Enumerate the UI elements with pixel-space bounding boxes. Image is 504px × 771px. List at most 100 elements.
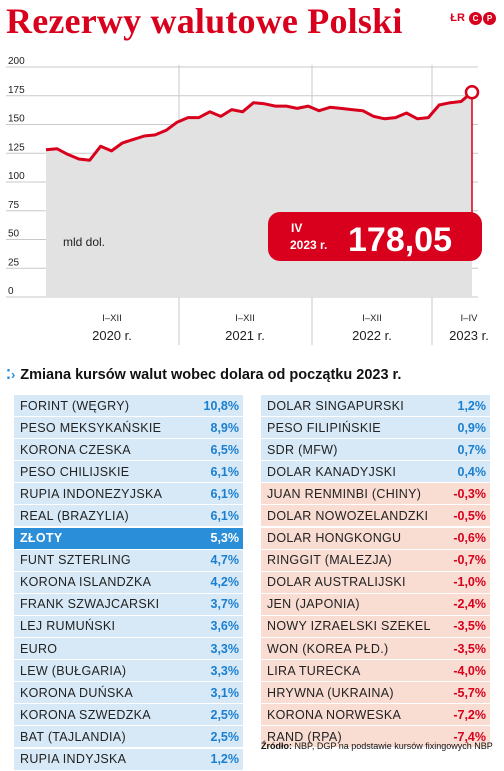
currency-change: -0,5% bbox=[453, 509, 486, 523]
currency-row: Juan renminbi (Chiny)-0,3% bbox=[261, 483, 490, 504]
currency-change: -4,0% bbox=[453, 664, 486, 678]
currency-name: Rupia indonezyjska bbox=[20, 487, 162, 501]
currency-name: Dolar nowozelandzki bbox=[267, 509, 428, 523]
y-tick-label: 150 bbox=[8, 114, 25, 125]
currency-name: Korona norweska bbox=[267, 708, 401, 722]
currency-row: Dolar nowozelandzki -0,5% bbox=[261, 505, 490, 526]
currency-name: Peso filipińskie bbox=[267, 421, 381, 435]
y-tick-label: 125 bbox=[8, 142, 25, 153]
x-tick-label: I–IV bbox=[461, 313, 479, 324]
x-tick-year: 2020 r. bbox=[92, 328, 132, 343]
currency-row: Euro 3,3% bbox=[14, 638, 243, 659]
currency-row: Korona duńska 3,1% bbox=[14, 682, 243, 703]
y-tick-label: 0 bbox=[8, 286, 14, 297]
currency-change: 4,7% bbox=[211, 553, 240, 567]
currency-row: Dolar hongkongu -0,6% bbox=[261, 528, 490, 549]
currency-table-left: Forint (Węgry)10,8% Peso meksykańskie 8,9%… bbox=[14, 395, 243, 771]
currency-change: 1,2% bbox=[211, 752, 240, 766]
currency-row: Złoty5,3% bbox=[14, 528, 243, 549]
currency-change: -1,0% bbox=[453, 575, 486, 589]
currency-name: Dolar australijski bbox=[267, 575, 406, 589]
currency-row: SDR (MFW)0,7% bbox=[261, 439, 490, 460]
currency-change: 2,5% bbox=[211, 708, 240, 722]
currency-name: Funt szterling bbox=[20, 553, 131, 567]
currency-row: Bat (Tajlandia)2,5% bbox=[14, 726, 243, 747]
currency-name: Peso chilijskie bbox=[20, 465, 129, 479]
y-tick-label: 175 bbox=[8, 85, 25, 96]
currency-change: 6,1% bbox=[211, 487, 240, 501]
currency-row: Korona islandzka4,2% bbox=[14, 572, 243, 593]
x-tick-year: 2021 r. bbox=[225, 328, 265, 343]
currency-name: Rupia indyjska bbox=[20, 752, 126, 766]
source-note: Źródło: NBP, DGP na podstawie kursów fix… bbox=[261, 741, 493, 751]
y-tick-label: 50 bbox=[8, 229, 20, 240]
currency-change: -3,5% bbox=[453, 642, 486, 656]
currency-change: 5,3% bbox=[211, 531, 240, 545]
currency-row: Nowy izraelski szekel -3,5% bbox=[261, 616, 490, 637]
x-tick-label: I–XII bbox=[235, 313, 255, 324]
currency-row: Peso meksykańskie 8,9% bbox=[14, 417, 243, 438]
unit-label: mld dol. bbox=[63, 235, 105, 249]
source-text: NBP, DGP na podstawie kursów fixingowych… bbox=[295, 741, 493, 751]
currency-name: Peso meksykańskie bbox=[20, 421, 161, 435]
currency-change: 3,1% bbox=[211, 686, 240, 700]
currency-name: Frank szwajcarski bbox=[20, 597, 159, 611]
currency-change: 4,2% bbox=[211, 575, 240, 589]
currency-name: Lira turecka bbox=[267, 664, 361, 678]
currency-row: Frank szwajcarski3,7% bbox=[14, 594, 243, 615]
currency-row: Won (Korea Płd.)-3,5% bbox=[261, 638, 490, 659]
currency-change: 6,5% bbox=[211, 443, 240, 457]
logo-text: ŁR bbox=[450, 12, 465, 24]
currency-row: Real (Brazylia)6,1% bbox=[14, 505, 243, 526]
currency-change: 0,4% bbox=[458, 465, 487, 479]
x-tick-label: I–XII bbox=[102, 313, 122, 324]
currency-row: Korona norweska -7,2% bbox=[261, 704, 490, 725]
y-tick-label: 200 bbox=[8, 56, 25, 67]
currency-change: 10,8% bbox=[204, 399, 239, 413]
currency-change: -0,6% bbox=[453, 531, 486, 545]
x-tick-year: 2023 r. bbox=[449, 328, 489, 343]
currency-name: Korona duńska bbox=[20, 686, 133, 700]
currency-change: 8,9% bbox=[211, 421, 240, 435]
currency-row: Lira turecka -4,0% bbox=[261, 660, 490, 681]
currency-change: 1,2% bbox=[458, 399, 487, 413]
currency-name: Ringgit (Malezja) bbox=[267, 553, 392, 567]
currency-name: Dolar hongkongu bbox=[267, 531, 401, 545]
chart-title: Rezerwy walutowe Polski bbox=[6, 0, 403, 42]
currency-row: Lej rumuński 3,6% bbox=[14, 616, 243, 637]
currency-name: Nowy izraelski szekel bbox=[267, 619, 431, 633]
currency-name: Hrywna (Ukraina) bbox=[267, 686, 394, 700]
currency-row: Korona szwedzka 2,5% bbox=[14, 704, 243, 725]
currency-row: Korona czeska 6,5% bbox=[14, 439, 243, 460]
callout-period: IV bbox=[291, 221, 302, 235]
currency-row: Dolar australijski -1,0% bbox=[261, 572, 490, 593]
currency-row: Lew (Bułgaria)3,3% bbox=[14, 660, 243, 681]
currency-change: 6,1% bbox=[211, 465, 240, 479]
currency-change: 6,1% bbox=[211, 509, 240, 523]
currency-name: SDR (MFW) bbox=[267, 443, 338, 457]
currency-change: -7,2% bbox=[453, 708, 486, 722]
source-label: Źródło: bbox=[261, 741, 292, 751]
currency-change: 3,3% bbox=[211, 642, 240, 656]
currency-name: Lew (Bułgaria) bbox=[20, 664, 126, 678]
currency-name: Lej rumuński bbox=[20, 619, 115, 633]
currency-row: Dolar kanadyjski0,4% bbox=[261, 461, 490, 482]
currency-row: Rupia indonezyjska 6,1% bbox=[14, 483, 243, 504]
currency-name: Euro bbox=[20, 642, 57, 656]
currency-change: -3,5% bbox=[453, 619, 486, 633]
currency-row: Forint (Węgry)10,8% bbox=[14, 395, 243, 416]
currency-change: -2,4% bbox=[453, 597, 486, 611]
table-heading: ⁚›Zmiana kursów walut wobec dolara od po… bbox=[6, 367, 401, 383]
currency-row: Dolar singapurski1,2% bbox=[261, 395, 490, 416]
area-fill bbox=[46, 92, 472, 297]
currency-row: Hrywna (Ukraina)-5,7% bbox=[261, 682, 490, 703]
currency-change: 3,6% bbox=[211, 619, 240, 633]
callout-value: 178,05 bbox=[348, 221, 452, 259]
currency-change: 0,9% bbox=[458, 421, 487, 435]
y-tick-label: 100 bbox=[8, 171, 25, 182]
currency-name: Korona czeska bbox=[20, 443, 131, 457]
currency-row: Peso filipińskie 0,9% bbox=[261, 417, 490, 438]
currency-name: Korona szwedzka bbox=[20, 708, 151, 722]
